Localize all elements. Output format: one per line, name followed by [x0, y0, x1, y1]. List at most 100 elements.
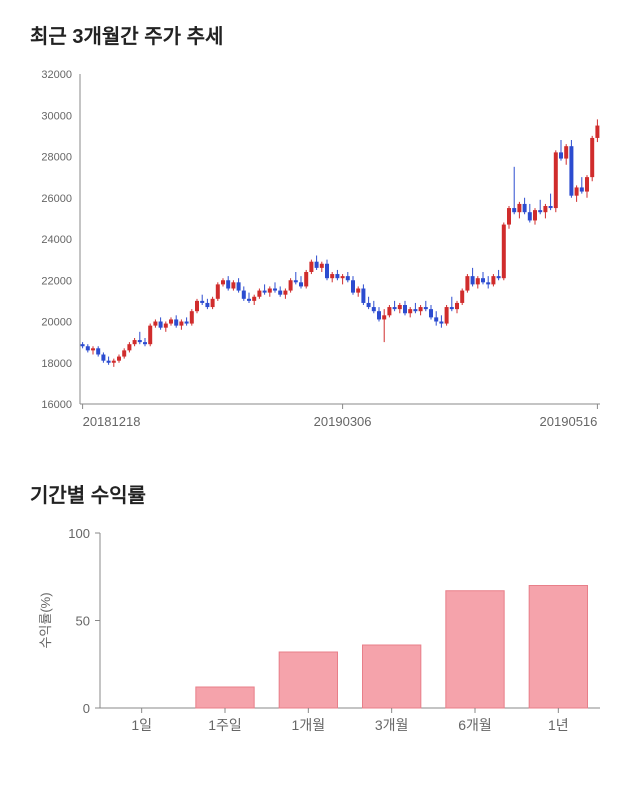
- y-tick-label: 0: [83, 701, 90, 716]
- candlestick-title: 최근 3개월간 주가 추세: [30, 20, 610, 49]
- candle: [127, 344, 131, 350]
- candle: [413, 309, 417, 311]
- candle: [101, 355, 105, 361]
- y-tick-label: 20000: [41, 317, 72, 329]
- x-tick-label: 20190516: [540, 414, 598, 429]
- candle: [377, 311, 381, 319]
- x-category-label: 1년: [548, 717, 569, 733]
- return-bar: [363, 645, 421, 708]
- candle: [502, 225, 506, 279]
- candle: [476, 278, 480, 284]
- candle: [575, 187, 579, 195]
- candle: [351, 280, 355, 292]
- candle: [138, 340, 142, 342]
- candle: [372, 307, 376, 311]
- candle: [491, 276, 495, 284]
- candle: [403, 305, 407, 313]
- candle: [528, 212, 532, 220]
- candle: [283, 291, 287, 295]
- candle: [195, 301, 199, 311]
- candle: [512, 208, 516, 212]
- x-category-label: 3개월: [375, 717, 409, 733]
- return-bar: [279, 652, 337, 708]
- y-axis-label: 수익률(%): [38, 592, 53, 648]
- candle: [211, 299, 215, 307]
- candle: [543, 206, 547, 212]
- candle: [429, 309, 433, 317]
- candle: [247, 299, 251, 301]
- candle: [164, 324, 168, 328]
- y-tick-label: 50: [76, 614, 90, 629]
- candle: [112, 361, 116, 363]
- candle: [538, 210, 542, 212]
- candle: [445, 307, 449, 324]
- candle: [585, 177, 589, 191]
- candle: [91, 348, 95, 350]
- candle: [325, 264, 329, 278]
- candle: [564, 146, 568, 158]
- x-category-label: 6개월: [458, 717, 492, 733]
- candle: [263, 291, 267, 293]
- candle: [455, 303, 459, 309]
- return-bar: [529, 586, 587, 709]
- candle: [419, 307, 423, 311]
- candle: [523, 204, 527, 212]
- candle: [143, 342, 147, 344]
- return-bar: [196, 687, 254, 708]
- candle: [398, 305, 402, 309]
- return-barchart: 수익률(%)0501001일1주일1개월3개월6개월1년: [30, 523, 610, 748]
- candle: [179, 322, 183, 326]
- candle: [549, 206, 553, 208]
- candle: [533, 210, 537, 220]
- candle: [569, 146, 573, 196]
- y-tick-label: 16000: [41, 399, 72, 411]
- candle: [273, 289, 277, 291]
- candle: [257, 291, 261, 297]
- candle: [554, 152, 558, 208]
- candle: [465, 276, 469, 290]
- y-tick-label: 30000: [41, 110, 72, 122]
- candle: [315, 262, 319, 268]
- candle: [304, 272, 308, 286]
- candle: [107, 361, 111, 363]
- y-tick-label: 22000: [41, 275, 72, 287]
- y-tick-label: 100: [68, 526, 90, 541]
- candle: [580, 187, 584, 191]
- x-category-label: 1주일: [208, 717, 242, 733]
- candle: [507, 208, 511, 225]
- x-tick-label: 20190306: [314, 414, 372, 429]
- candle: [86, 346, 90, 350]
- candle: [559, 152, 563, 158]
- candle: [382, 315, 386, 319]
- candle: [460, 291, 464, 303]
- candle: [252, 297, 256, 301]
- candle: [231, 282, 235, 288]
- candle: [96, 348, 100, 354]
- candle: [393, 307, 397, 309]
- candle: [481, 278, 485, 282]
- candle: [289, 280, 293, 290]
- candle: [159, 322, 163, 328]
- candle: [367, 303, 371, 307]
- candle: [122, 350, 126, 356]
- candle: [200, 301, 204, 303]
- candle: [237, 282, 241, 290]
- candle: [341, 276, 345, 278]
- candle: [153, 322, 157, 326]
- candle: [221, 280, 225, 284]
- candle: [320, 264, 324, 268]
- candle: [117, 357, 121, 361]
- candle: [174, 319, 178, 325]
- candle: [517, 204, 521, 212]
- return-bar: [446, 591, 504, 708]
- candle: [590, 138, 594, 177]
- candle: [408, 309, 412, 313]
- candle: [335, 274, 339, 278]
- candle: [185, 322, 189, 324]
- candle: [486, 282, 490, 284]
- candle: [595, 126, 599, 138]
- candle: [299, 282, 303, 286]
- y-tick-label: 18000: [41, 358, 72, 370]
- candle: [278, 291, 282, 295]
- candle: [169, 319, 173, 323]
